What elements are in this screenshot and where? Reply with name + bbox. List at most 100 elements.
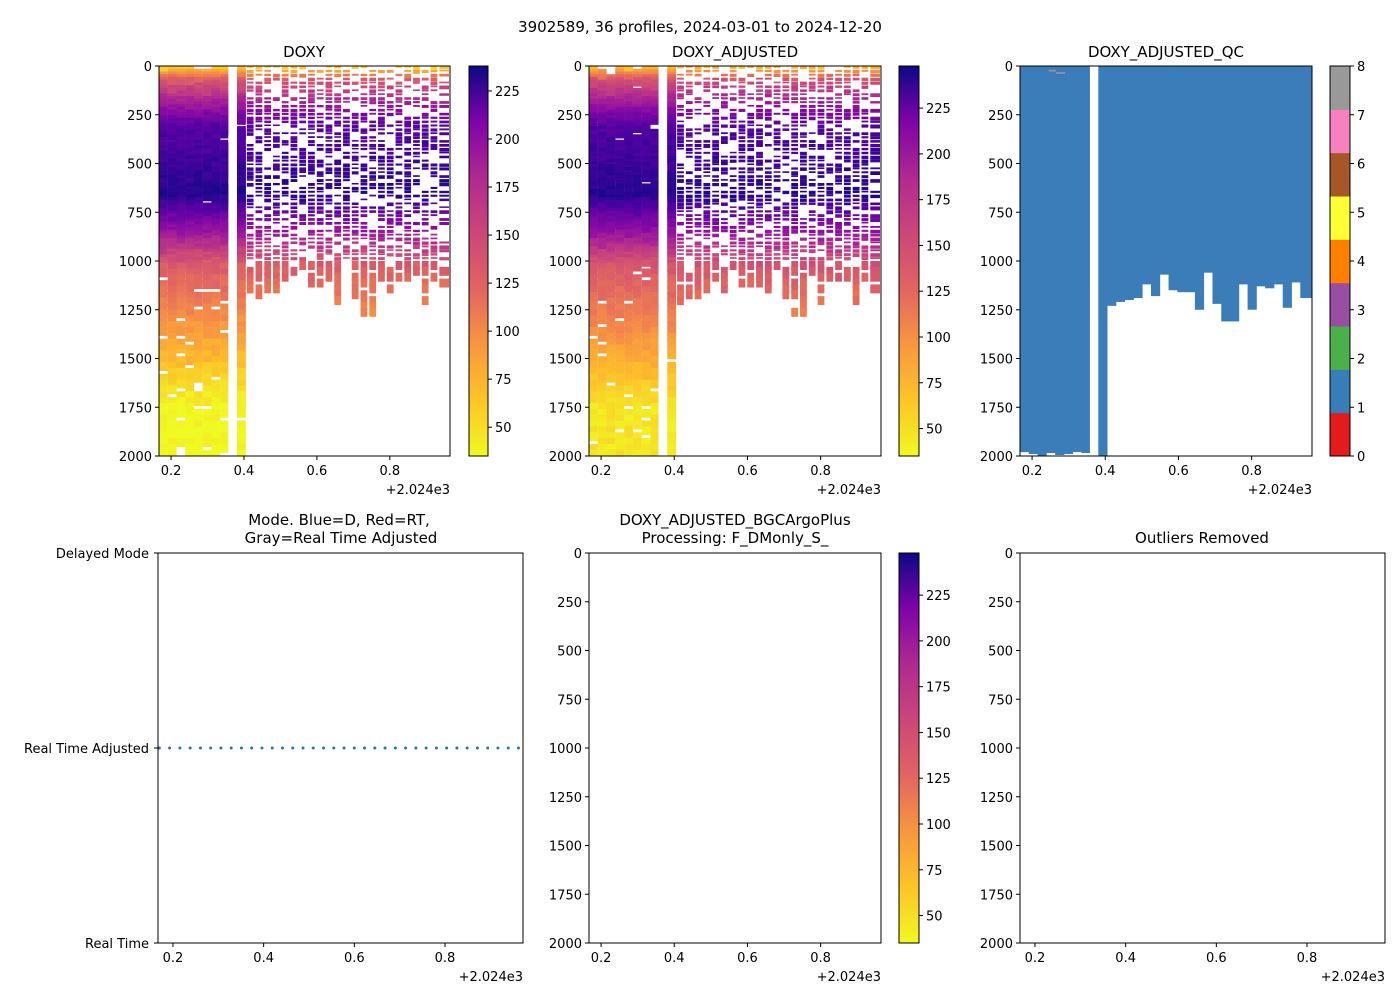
heatmap-cell xyxy=(800,108,807,113)
heatmap-cell xyxy=(351,261,359,270)
heatmap-cell xyxy=(246,284,254,294)
heatmap-cell xyxy=(167,280,177,290)
heatmap-cell xyxy=(738,179,746,182)
heatmap-cell xyxy=(395,136,403,140)
heatmap-cell xyxy=(843,89,851,94)
heatmap-cell xyxy=(589,385,598,395)
heatmap-cell xyxy=(281,190,289,195)
heatmap-cell xyxy=(334,120,342,125)
heatmap-cell xyxy=(334,97,342,101)
heatmap-cell xyxy=(413,124,420,129)
heatmap-cell xyxy=(378,186,385,190)
heatmap-cell xyxy=(624,96,633,104)
heatmap-cell xyxy=(281,159,289,162)
heatmap-cell xyxy=(729,136,737,141)
heatmap-cell xyxy=(413,132,420,137)
heatmap-cell xyxy=(237,257,246,265)
heatmap-cell xyxy=(194,438,203,448)
heatmap-cell xyxy=(194,449,203,456)
heatmap-cell xyxy=(264,245,272,248)
heatmap-cell xyxy=(747,171,755,174)
panel-mode: Mode. Blue=D, Red=RT, Gray=Real Time Adj… xyxy=(24,511,524,985)
heatmap-cell xyxy=(211,356,221,366)
heatmap-cell xyxy=(738,278,746,288)
heatmap-doxy xyxy=(159,66,449,456)
heatmap-cell xyxy=(421,202,429,206)
heatmap-cell xyxy=(273,249,280,254)
heatmap-cell xyxy=(185,309,195,319)
heatmap-cell xyxy=(202,315,212,325)
heatmap-cell xyxy=(624,449,633,456)
heatmap-cell xyxy=(870,136,880,140)
heatmap-cell xyxy=(720,190,728,194)
mode-point xyxy=(260,746,264,750)
qc-profile-column xyxy=(1300,66,1312,299)
heatmap-cell xyxy=(439,222,449,225)
heatmap-cell xyxy=(290,105,298,108)
heatmap-cell xyxy=(729,190,737,194)
heatmap-cell xyxy=(316,198,324,202)
heatmap-cell xyxy=(597,402,607,412)
heatmap-cell xyxy=(211,420,221,430)
heatmap-cell xyxy=(597,90,607,98)
heatmap-cell xyxy=(281,69,289,73)
heatmap-cell xyxy=(606,90,616,98)
heatmap-cell xyxy=(817,266,825,276)
heatmap-cell xyxy=(632,443,642,453)
heatmap-cell xyxy=(738,261,746,270)
heatmap-cell xyxy=(159,432,168,442)
heatmap-cell xyxy=(694,241,702,246)
heatmap-cell xyxy=(159,262,168,272)
heatmap-cell xyxy=(756,206,763,209)
heatmap-cell xyxy=(334,171,342,175)
heatmap-cell xyxy=(773,159,781,163)
heatmap-cell xyxy=(185,432,195,442)
heatmap-cell xyxy=(764,284,772,294)
heatmap-cell xyxy=(159,373,168,383)
heatmap-cell xyxy=(870,101,880,104)
heatmap-cell xyxy=(360,233,368,237)
heatmap-cell xyxy=(641,362,651,372)
heatmap-cell xyxy=(360,77,368,82)
heatmap-cell xyxy=(800,284,807,294)
heatmap-cell xyxy=(861,132,869,136)
heatmap-cell xyxy=(852,296,860,306)
heatmap-cell xyxy=(791,225,799,230)
heatmap-cell xyxy=(720,222,728,225)
heatmap-cell xyxy=(861,225,869,228)
heatmap-cell xyxy=(597,74,607,82)
heatmap-cell xyxy=(378,163,385,166)
heatmap-cell xyxy=(597,385,607,395)
heatmap-cell xyxy=(870,108,880,113)
heatmap-cell xyxy=(386,245,394,249)
heatmap-cell xyxy=(167,338,177,348)
heatmap-cell xyxy=(843,245,851,249)
heatmap-cell xyxy=(386,101,394,104)
heatmap-cell xyxy=(615,367,625,377)
heatmap-cell xyxy=(782,190,790,195)
panel-bgcargoplus: DOXY_ADJUSTED_BGCArgoPlus Processing: F_… xyxy=(549,511,951,985)
y-tick-label: 250 xyxy=(557,109,582,124)
heatmap-cell xyxy=(404,272,412,282)
heatmap-cell xyxy=(624,426,633,436)
heatmap-cell xyxy=(194,420,203,430)
mode-point xyxy=(250,746,254,750)
x-tick-label: 0.6 xyxy=(307,464,328,479)
heatmap-cell xyxy=(360,229,368,233)
heatmap-cell xyxy=(421,257,429,260)
heatmap-cell xyxy=(316,124,324,127)
heatmap-cell xyxy=(712,108,719,113)
heatmap-cell xyxy=(299,159,307,163)
heatmap-cell xyxy=(756,132,763,136)
heatmap-cell xyxy=(273,261,280,270)
heatmap-cell xyxy=(360,132,368,134)
heatmap-cell xyxy=(308,144,315,146)
heatmap-cell xyxy=(826,245,834,249)
heatmap-cell xyxy=(386,202,394,207)
heatmap-cell xyxy=(308,97,315,101)
heatmap-cell xyxy=(712,257,719,262)
heatmap-cell xyxy=(351,97,359,101)
heatmap-cell xyxy=(694,163,702,167)
heatmap-cell xyxy=(369,97,377,102)
heatmap-cell xyxy=(343,136,350,140)
